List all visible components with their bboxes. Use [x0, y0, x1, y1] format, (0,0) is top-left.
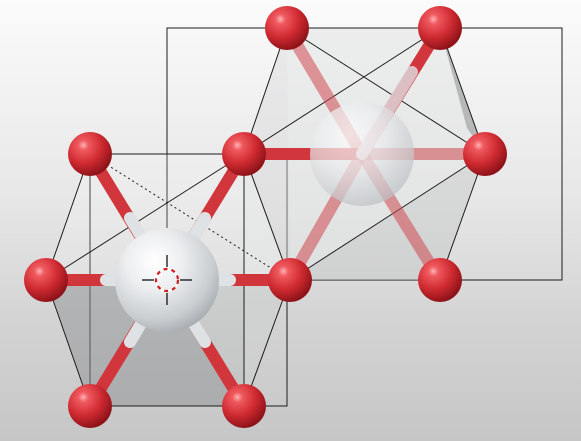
oxygen-atom[interactable]	[68, 384, 112, 428]
oxygen-atom[interactable]	[418, 6, 462, 50]
back-octahedron	[243, 27, 486, 281]
oxygen-atoms	[24, 6, 507, 428]
metal-atom-front[interactable]	[115, 228, 219, 332]
oxygen-atom[interactable]	[268, 258, 312, 302]
oxygen-atom[interactable]	[463, 132, 507, 176]
oxygen-atom[interactable]	[222, 384, 266, 428]
oxygen-atom[interactable]	[418, 258, 462, 302]
oxygen-atom[interactable]	[24, 258, 68, 302]
metal-atom-back[interactable]	[310, 102, 414, 206]
oxygen-atom[interactable]	[222, 132, 266, 176]
octahedron-face	[46, 280, 244, 406]
3d-cursor-icon[interactable]	[142, 255, 192, 305]
oxygen-atom[interactable]	[265, 6, 309, 50]
oxygen-atom[interactable]	[68, 132, 112, 176]
